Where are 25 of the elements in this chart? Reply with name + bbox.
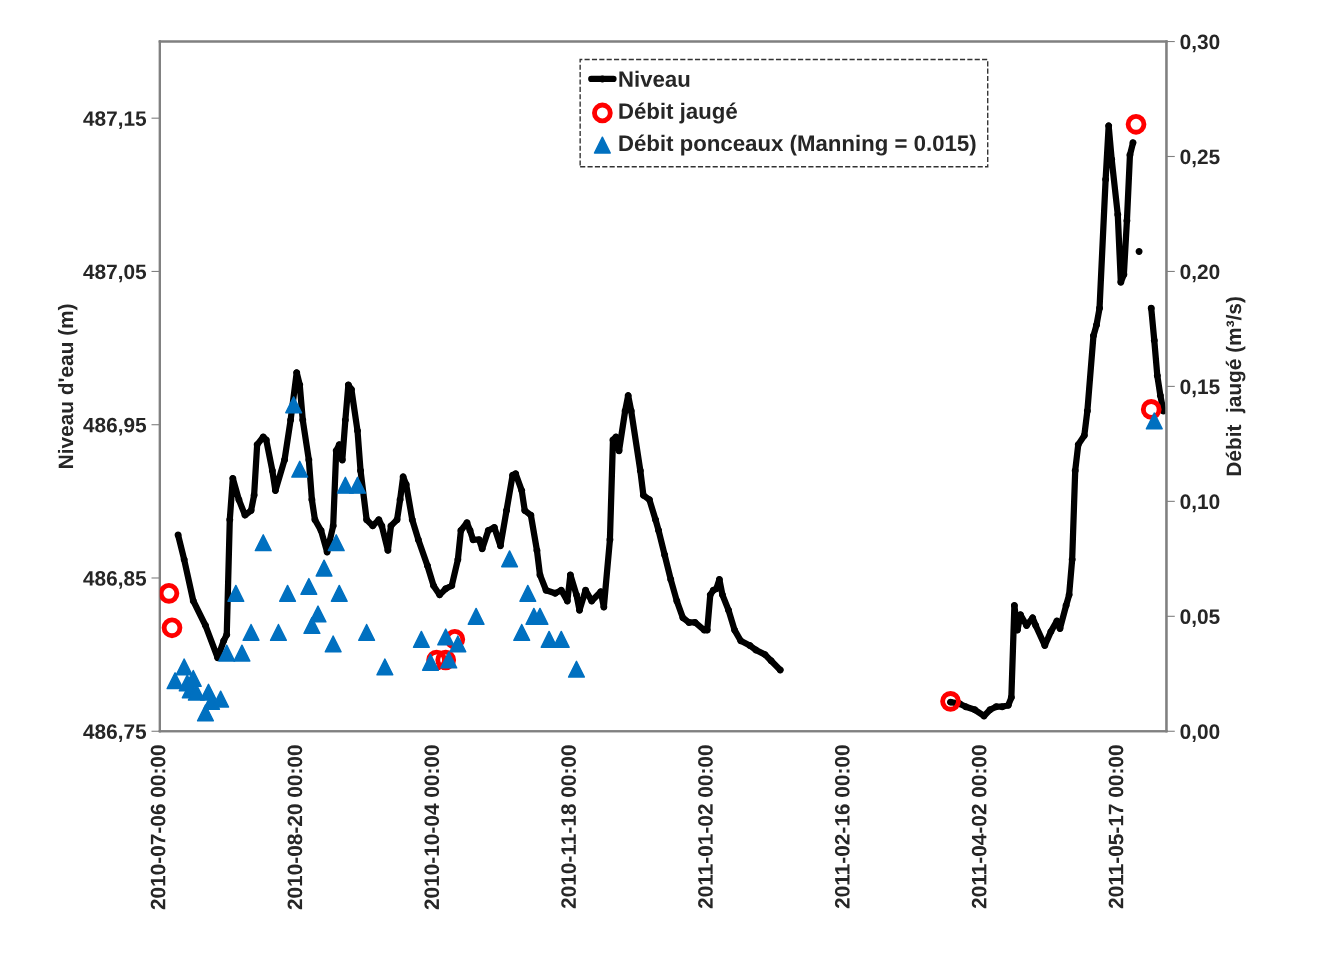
y2-tick-label: 0,05: [1180, 609, 1220, 628]
y-tick-label: 486,95: [83, 417, 147, 436]
x-tick-label: 2010-11-18 00:00: [561, 745, 576, 909]
y-tick-label: 486,85: [83, 570, 147, 589]
y-tick-label: 486,75: [83, 724, 147, 743]
y-axis-title: Niveau d'eau (m): [57, 304, 78, 468]
y2-tick-label: 0,10: [1180, 494, 1220, 513]
y-tick-label: 487,05: [83, 264, 147, 283]
legend-label: Niveau: [619, 70, 690, 87]
y-tick-label: 487,15: [83, 111, 147, 129]
legend-label: Débit ponceaux (Manning = 0.015): [619, 134, 976, 156]
x-tick-label: 2011-04-02 00:00: [971, 745, 987, 909]
y2-tick-label: 0,20: [1180, 264, 1220, 283]
x-tick-label: 2011-05-17 00:00: [1108, 745, 1124, 909]
y2-axis-title: Débit jaugé (m³/s): [1225, 297, 1246, 476]
x-tick-label: 2010-10-04 00:00: [424, 745, 440, 910]
x-tick-label: 2010-07-06 00:00: [150, 745, 166, 910]
y2-tick-label: 0,15: [1180, 379, 1220, 398]
y2-tick-label: 0,00: [1180, 724, 1220, 743]
y2-tick-label: 0,30: [1180, 34, 1220, 53]
x-tick-label: 2011-01-02 00:00: [698, 745, 713, 909]
x-tick-label: 2010-08-20 00:00: [287, 745, 303, 910]
x-tick-label: 2011-02-16 00:00: [834, 745, 850, 909]
legend-label: Débit jaugé: [619, 102, 737, 124]
y2-tick-label: 0,25: [1180, 149, 1220, 168]
